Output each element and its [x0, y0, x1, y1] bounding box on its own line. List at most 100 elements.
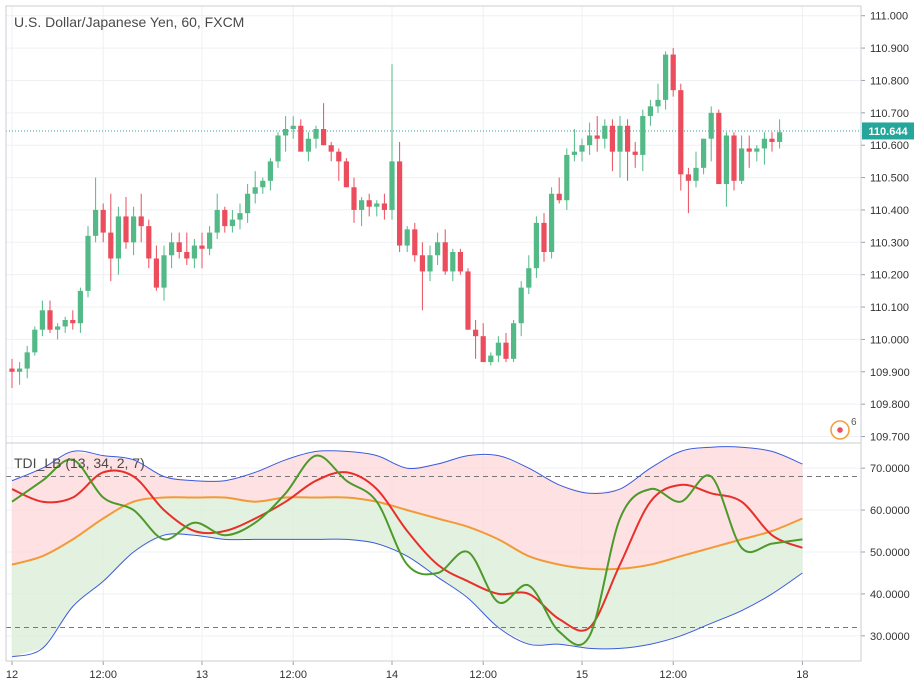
candle[interactable] — [366, 193, 372, 217]
candle[interactable] — [191, 239, 197, 269]
candle[interactable] — [777, 119, 783, 149]
candle[interactable] — [169, 232, 175, 269]
candle[interactable] — [336, 148, 342, 181]
candle[interactable] — [290, 116, 296, 139]
candle[interactable] — [123, 196, 129, 249]
candle[interactable] — [685, 167, 691, 214]
candle[interactable] — [564, 148, 570, 210]
candle[interactable] — [275, 132, 281, 168]
candle[interactable] — [313, 125, 319, 149]
candle[interactable] — [647, 99, 653, 126]
candle[interactable] — [625, 119, 631, 181]
candle[interactable] — [655, 83, 661, 113]
candle[interactable] — [39, 300, 45, 337]
candle[interactable] — [389, 64, 395, 220]
candle[interactable] — [260, 177, 266, 194]
candle[interactable] — [640, 109, 646, 172]
candle[interactable] — [427, 245, 433, 282]
candle[interactable] — [321, 103, 327, 146]
candle[interactable] — [237, 203, 243, 230]
candle[interactable] — [100, 203, 106, 243]
candle[interactable] — [404, 226, 410, 253]
candle[interactable] — [359, 196, 365, 227]
candle[interactable] — [480, 323, 486, 363]
candle[interactable] — [617, 116, 623, 178]
candle[interactable] — [701, 138, 707, 175]
candle[interactable] — [731, 132, 737, 191]
candle[interactable] — [108, 193, 114, 282]
candle[interactable] — [222, 206, 228, 233]
candle[interactable] — [343, 158, 349, 188]
candle[interactable] — [739, 135, 745, 185]
candle[interactable] — [556, 177, 562, 204]
candle[interactable] — [723, 132, 729, 207]
candle[interactable] — [131, 206, 137, 256]
candle[interactable] — [412, 222, 418, 262]
candle[interactable] — [533, 216, 539, 278]
candle[interactable] — [602, 119, 608, 149]
candle[interactable] — [161, 245, 167, 301]
candle[interactable] — [473, 319, 479, 359]
candle[interactable] — [62, 316, 68, 333]
candle[interactable] — [708, 106, 714, 162]
candle[interactable] — [381, 193, 387, 220]
candle[interactable] — [138, 193, 144, 243]
candle[interactable] — [199, 232, 205, 269]
candle[interactable] — [754, 145, 760, 162]
candle[interactable] — [397, 141, 403, 253]
candle[interactable] — [252, 171, 258, 204]
candle[interactable] — [678, 83, 684, 191]
candle[interactable] — [214, 193, 220, 240]
candle[interactable] — [85, 226, 91, 298]
candle[interactable] — [587, 122, 593, 155]
candle[interactable] — [442, 229, 448, 275]
candle[interactable] — [374, 200, 380, 217]
candle[interactable] — [93, 177, 99, 243]
candle[interactable] — [146, 219, 152, 269]
candle[interactable] — [541, 213, 547, 262]
candle[interactable] — [351, 177, 357, 223]
candle[interactable] — [283, 116, 289, 152]
candle[interactable] — [229, 209, 235, 233]
candle[interactable] — [457, 248, 463, 275]
candle[interactable] — [70, 310, 76, 330]
candle[interactable] — [435, 232, 441, 265]
candle[interactable] — [419, 242, 425, 311]
candle[interactable] — [465, 268, 471, 330]
candle[interactable] — [526, 255, 532, 295]
alert-icon[interactable]: 6 — [830, 417, 857, 440]
candle[interactable] — [450, 248, 456, 282]
candle[interactable] — [716, 109, 722, 185]
candle[interactable] — [549, 187, 555, 259]
candle[interactable] — [176, 232, 182, 259]
candle[interactable] — [594, 116, 600, 152]
candle[interactable] — [115, 206, 121, 275]
candle[interactable] — [571, 129, 577, 162]
candle[interactable] — [488, 352, 494, 366]
candle[interactable] — [184, 232, 190, 265]
candle[interactable] — [77, 287, 83, 333]
candle[interactable] — [746, 135, 752, 168]
candle[interactable] — [305, 132, 311, 162]
candle[interactable] — [609, 119, 615, 172]
candle[interactable] — [518, 281, 524, 337]
candle[interactable] — [267, 158, 273, 191]
candle[interactable] — [24, 345, 30, 379]
candle[interactable] — [503, 332, 509, 363]
candle[interactable] — [511, 319, 517, 363]
candle[interactable] — [663, 51, 669, 110]
candle[interactable] — [17, 362, 23, 385]
candle[interactable] — [693, 151, 699, 188]
candle[interactable] — [328, 141, 334, 162]
candle[interactable] — [153, 245, 159, 291]
candle[interactable] — [207, 226, 213, 256]
candle[interactable] — [47, 300, 53, 333]
candle[interactable] — [632, 141, 638, 168]
candle[interactable] — [245, 184, 251, 223]
candle[interactable] — [579, 138, 585, 162]
candle[interactable] — [9, 358, 15, 388]
candle[interactable] — [495, 336, 501, 363]
candle[interactable] — [55, 323, 61, 340]
candle[interactable] — [761, 132, 767, 165]
